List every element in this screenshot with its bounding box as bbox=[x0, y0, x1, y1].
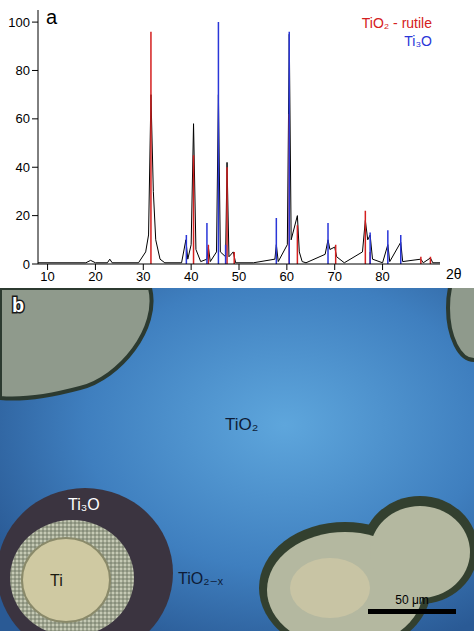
svg-text:80: 80 bbox=[16, 63, 30, 78]
svg-text:TiO₂: TiO₂ bbox=[225, 415, 258, 434]
svg-text:60: 60 bbox=[16, 111, 30, 126]
svg-text:Ti: Ti bbox=[50, 572, 63, 589]
html-text:Ti₃O: Ti₃O bbox=[404, 33, 432, 49]
svg-text:TiO₂₋ₓ: TiO₂₋ₓ bbox=[178, 570, 224, 587]
svg-text:30: 30 bbox=[136, 269, 150, 284]
svg-text:40: 40 bbox=[16, 160, 30, 175]
svg-text:20: 20 bbox=[88, 269, 102, 284]
svg-text:40: 40 bbox=[184, 269, 198, 284]
html-text:a: a bbox=[46, 6, 58, 28]
svg-text:b: b bbox=[12, 294, 24, 316]
svg-text:100: 100 bbox=[8, 15, 30, 30]
svg-text:20: 20 bbox=[16, 208, 30, 223]
svg-text:50: 50 bbox=[232, 269, 246, 284]
html-text:2θ: 2θ bbox=[446, 266, 462, 282]
svg-text:60: 60 bbox=[280, 269, 294, 284]
svg-text:50 μm: 50 μm bbox=[395, 593, 429, 607]
svg-text:0: 0 bbox=[23, 257, 30, 272]
svg-text:70: 70 bbox=[327, 269, 341, 284]
svg-text:10: 10 bbox=[40, 269, 54, 284]
html-text:TiO₂ - rutile: TiO₂ - rutile bbox=[361, 15, 432, 31]
svg-text:80: 80 bbox=[375, 269, 389, 284]
svg-text:Ti₃O: Ti₃O bbox=[68, 496, 100, 513]
